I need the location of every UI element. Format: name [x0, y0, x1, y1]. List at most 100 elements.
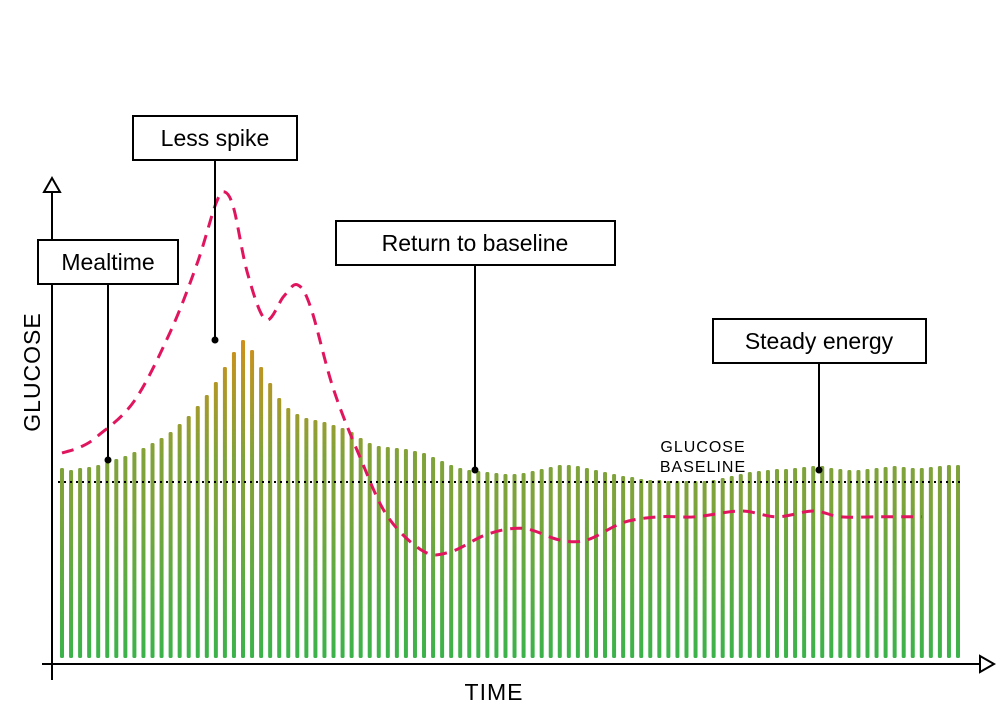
y-axis-arrow-icon [42, 175, 62, 193]
glucose-bar [919, 468, 924, 658]
glucose-bar [213, 382, 218, 658]
glucose-bar [856, 470, 861, 658]
glucose-bar [304, 418, 309, 658]
annotation-label: Less spike [161, 125, 270, 151]
glucose-bar [612, 474, 617, 658]
annotation-steady-energy: Steady energy [712, 318, 927, 474]
annotation-mealtime: Mealtime [37, 239, 179, 464]
glucose-bar [78, 468, 83, 658]
glucose-bar [956, 465, 960, 658]
glucose-bar [621, 476, 626, 658]
glucose-bar [910, 468, 915, 658]
glucose-bar [838, 469, 843, 658]
glucose-bar [204, 395, 209, 658]
annotation-box [335, 220, 616, 266]
glucose-bar [467, 470, 472, 658]
glucose-bar [141, 448, 146, 658]
glucose-bar [60, 468, 64, 658]
glucose-bar [313, 420, 318, 658]
glucose-bar [639, 479, 644, 658]
glucose-bar [150, 443, 155, 658]
annotation-return-to-baseline: Return to baseline [335, 220, 616, 474]
glucose-bar [774, 469, 779, 658]
glucose-bar [322, 422, 327, 658]
glucose-bar [738, 474, 743, 658]
glucose-bar [105, 462, 110, 658]
annotation-label: Steady energy [745, 328, 894, 354]
glucose-bar [847, 470, 852, 658]
glucose-bar [286, 408, 291, 658]
annotation-dot [211, 336, 219, 344]
annotation-dot [104, 456, 112, 464]
baseline-label-line1: GLUCOSE [660, 439, 745, 456]
glucose-bar [548, 467, 553, 658]
annotation-less-spike: Less spike [132, 115, 298, 344]
glucose-bar [367, 443, 372, 658]
glucose-bar [394, 448, 399, 658]
glucose-bar [349, 432, 354, 658]
glucose-bar [231, 352, 236, 658]
glucose-bar [630, 477, 635, 658]
glucose-bar [530, 471, 535, 658]
glucose-bar [403, 449, 408, 658]
x-axis-label: TIME [465, 679, 524, 705]
y-axis-label: GLUCOSE [19, 312, 45, 431]
glucose-bar [186, 416, 191, 658]
glucose-bar [458, 468, 463, 658]
glucose-bar [277, 398, 282, 658]
glucose-bar [793, 468, 798, 658]
annotation-label: Mealtime [61, 249, 154, 275]
glucose-bar [440, 461, 445, 658]
glucose-spike-dashed-line [61, 190, 922, 557]
annotation-box [712, 318, 927, 364]
glucose-bar [711, 480, 716, 658]
glucose-bar [892, 466, 897, 658]
glucose-bar [331, 425, 336, 658]
annotation-dot [815, 466, 823, 474]
glucose-bar [566, 465, 571, 658]
glucose-bar [539, 469, 544, 658]
glucose-bar [503, 474, 508, 658]
glucose-bar [756, 471, 761, 658]
annotation-box [37, 239, 179, 285]
glucose-bar [241, 340, 246, 658]
glucose-bar [385, 447, 390, 658]
glucose-bar [87, 467, 92, 658]
annotation-label: Return to baseline [382, 230, 569, 256]
glucose-bar [693, 481, 698, 658]
glucose-bar [494, 473, 499, 658]
glucose-bar [829, 468, 834, 658]
glucose-bar [476, 471, 481, 658]
glucose-bar [521, 473, 526, 658]
glucose-bar [720, 478, 725, 658]
glucose-bar [485, 472, 490, 658]
glucose-bar [168, 432, 173, 658]
glucose-bar [340, 428, 345, 658]
glucose-bar [114, 459, 119, 658]
glucose-bar [901, 467, 906, 658]
glucose-bar [431, 457, 436, 658]
glucose-bar [449, 465, 454, 658]
glucose-bar [874, 468, 879, 658]
glucose-bar [675, 481, 680, 658]
glucose-bar [132, 452, 137, 658]
glucose-bar [802, 467, 807, 658]
glucose-bar [684, 481, 689, 658]
annotation-dot [471, 466, 479, 474]
glucose-bar [123, 456, 128, 658]
glucose-bar [557, 465, 562, 658]
glucose-bar [648, 480, 653, 658]
glucose-bar [883, 467, 888, 658]
glucose-bar [603, 472, 608, 658]
glucose-bar [512, 474, 517, 658]
glucose-bar [159, 438, 164, 658]
glucose-bar [295, 414, 300, 658]
glucose-bar [422, 453, 427, 658]
glucose-bar [865, 469, 870, 658]
glucose-bar [747, 472, 752, 658]
baseline-label-line2: BASELINE [660, 459, 746, 476]
glucose-bar [702, 481, 707, 658]
glucose-bar [250, 350, 255, 658]
glucose-bar [729, 476, 734, 658]
glucose-bar [376, 446, 381, 658]
